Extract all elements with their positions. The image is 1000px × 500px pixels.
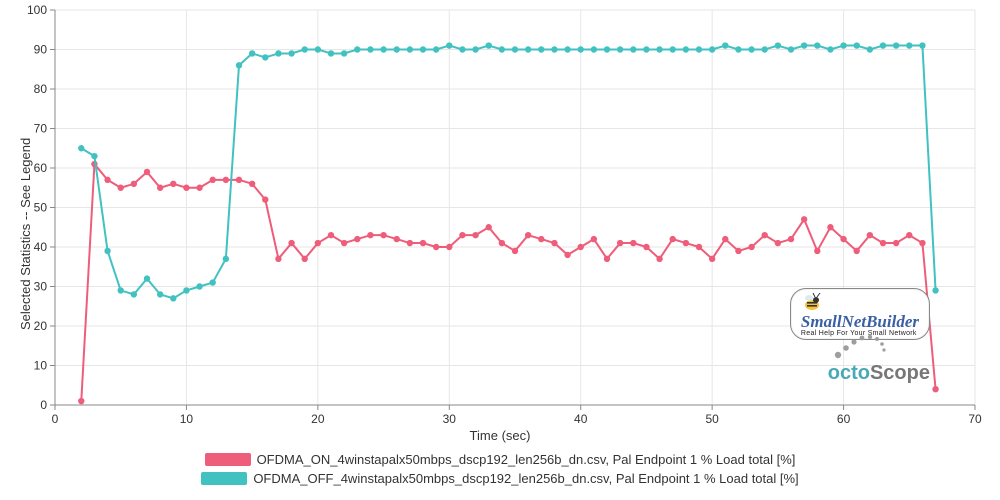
y-axis-label: Selected Statistics -- See Legend: [18, 138, 33, 330]
svg-text:0: 0: [40, 398, 47, 412]
svg-text:0: 0: [52, 412, 59, 426]
legend-label-1: OFDMA_OFF_4winstapalx50mbps_dscp192_len2…: [253, 471, 798, 486]
line-chart-svg: 0 10 20 30 40 50 60 70 80 90 100 0 10 20 30 40 50 60 70: [0, 0, 1000, 445]
svg-text:30: 30: [34, 280, 48, 294]
svg-text:50: 50: [34, 201, 48, 215]
svg-text:60: 60: [34, 161, 48, 175]
legend-label-0: OFDMA_ON_4winstapalx50mbps_dscp192_len25…: [257, 452, 796, 467]
legend-item-0: OFDMA_ON_4winstapalx50mbps_dscp192_len25…: [205, 452, 796, 467]
svg-text:70: 70: [968, 412, 982, 426]
chart-container: 0 10 20 30 40 50 60 70 80 90 100 0 10 20 30 40 50 60 70 Se…: [0, 0, 1000, 500]
svg-text:90: 90: [34, 43, 48, 57]
legend-swatch-0: [205, 453, 251, 466]
svg-text:10: 10: [180, 412, 194, 426]
svg-text:30: 30: [443, 412, 457, 426]
legend-item-1: OFDMA_OFF_4winstapalx50mbps_dscp192_len2…: [201, 471, 798, 486]
svg-text:20: 20: [311, 412, 325, 426]
svg-text:20: 20: [34, 319, 48, 333]
x-axis-label: Time (sec): [0, 428, 1000, 443]
svg-text:50: 50: [705, 412, 719, 426]
svg-text:70: 70: [34, 122, 48, 136]
svg-text:100: 100: [27, 3, 47, 17]
legend-swatch-1: [201, 472, 247, 485]
svg-text:10: 10: [34, 359, 48, 373]
chart-legend: OFDMA_ON_4winstapalx50mbps_dscp192_len25…: [0, 450, 1000, 488]
svg-text:40: 40: [34, 240, 48, 254]
svg-text:60: 60: [837, 412, 851, 426]
svg-text:80: 80: [34, 82, 48, 96]
svg-text:40: 40: [574, 412, 588, 426]
